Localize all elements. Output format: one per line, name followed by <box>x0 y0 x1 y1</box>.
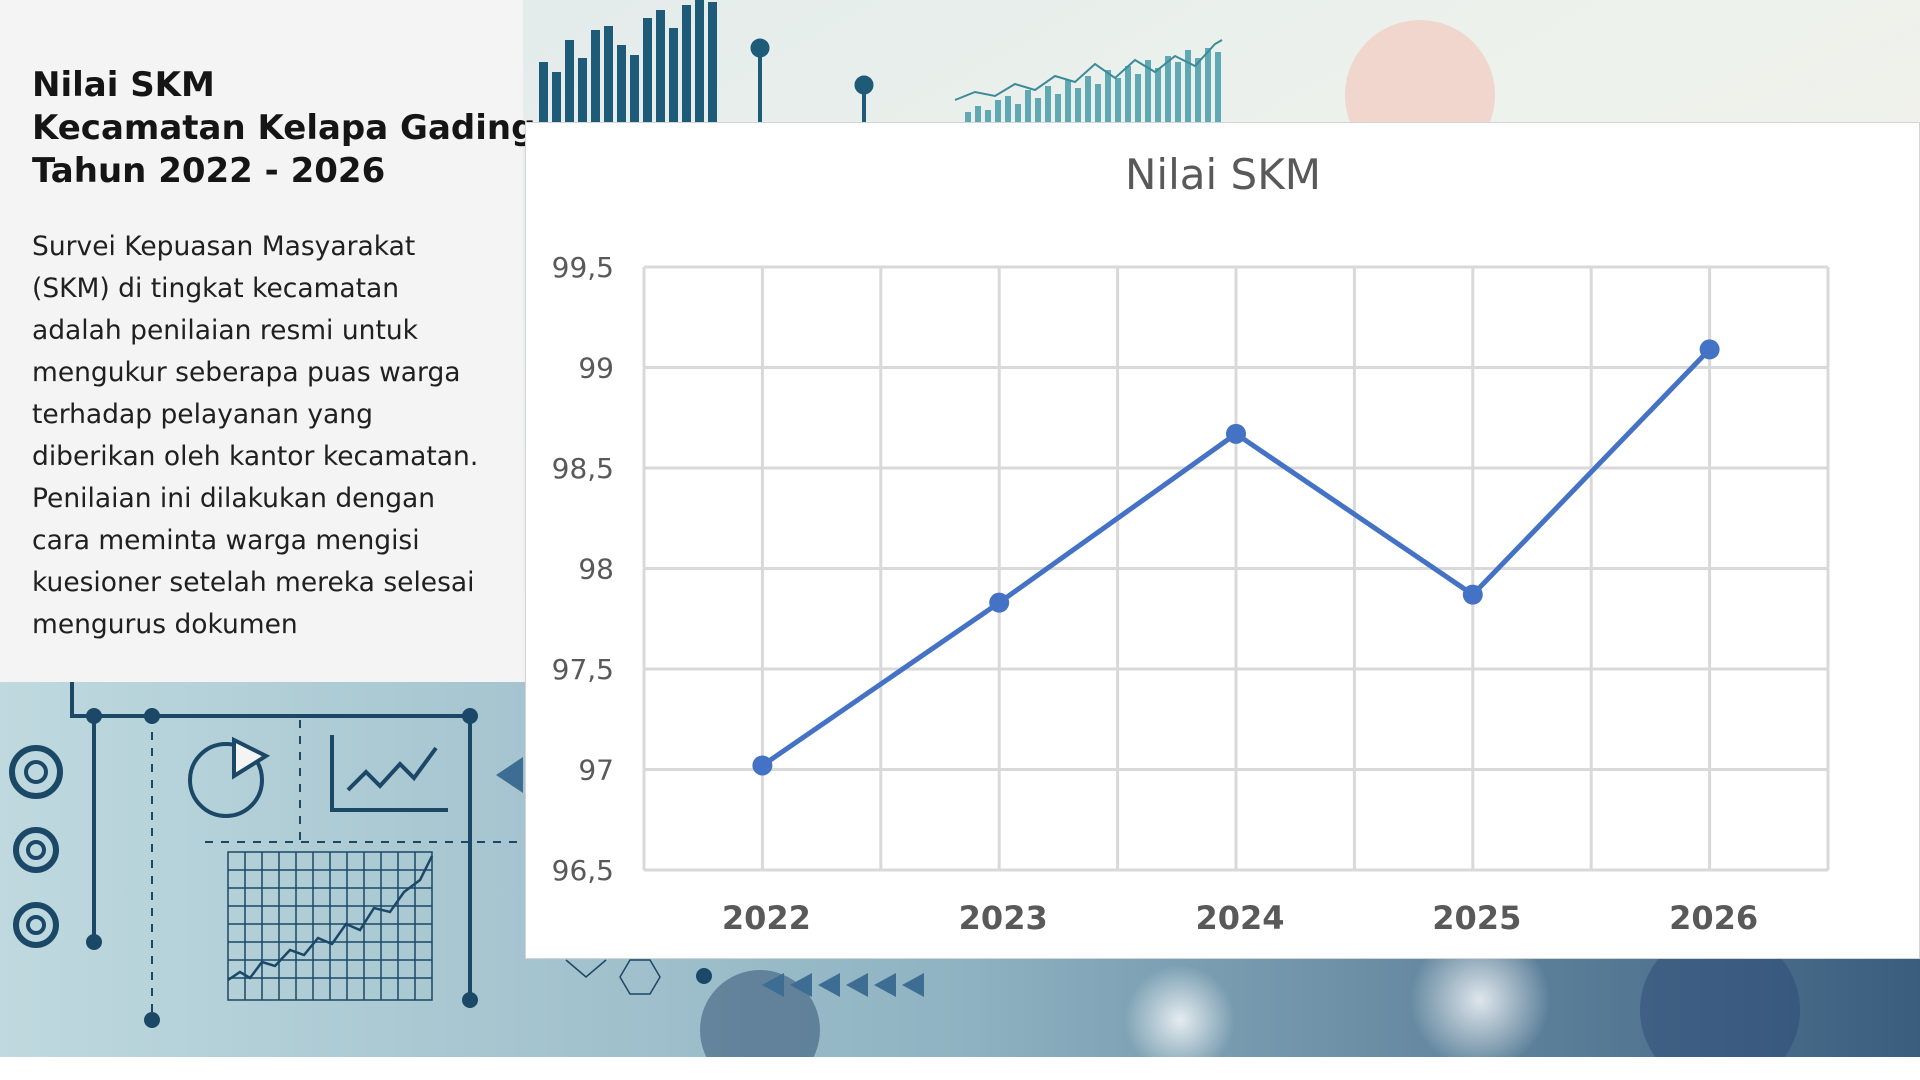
decorative-pins <box>750 38 874 122</box>
chart-gridlines <box>642 265 1830 872</box>
chart-card: Nilai SKM 96,5 97 97,5 98 98,5 99 99,5 2022 202… <box>525 122 1920 959</box>
data-point[interactable] <box>1462 584 1483 605</box>
title-line-2: Kecamatan Kelapa Gading <box>32 108 536 148</box>
decorative-hexagons <box>565 959 661 995</box>
x-tick-label: 2024 <box>1195 899 1284 937</box>
decorative-circuit-nodes <box>86 708 712 1028</box>
y-tick-label: 98 <box>578 553 614 586</box>
chart-title: Nilai SKM <box>1125 150 1321 199</box>
y-tick-label: 97 <box>578 754 614 787</box>
decorative-mini-chart <box>954 39 1223 122</box>
decorative-grid-chart <box>227 851 434 1001</box>
data-point[interactable] <box>989 592 1010 613</box>
y-tick-label: 99,5 <box>552 251 614 284</box>
y-tick-label: 99 <box>578 352 614 385</box>
chart-series <box>752 339 1720 776</box>
y-axis-tick-labels: 96,5 97 97,5 98 98,5 99 99,5 <box>552 251 614 887</box>
data-point[interactable] <box>752 755 773 776</box>
decorative-line-icon <box>330 735 448 812</box>
page-title: Nilai SKM Kecamatan Kelapa Gading Tahun … <box>32 64 535 193</box>
x-tick-label: 2023 <box>959 899 1048 937</box>
x-tick-label: 2022 <box>722 899 811 937</box>
x-tick-label: 2026 <box>1669 899 1758 937</box>
decorative-bar-cluster <box>539 0 717 122</box>
decorative-circuit <box>70 682 523 1020</box>
y-tick-label: 97,5 <box>552 653 614 686</box>
page-description: Survei Kepuasan Masyarakat (SKM) di ting… <box>32 231 479 640</box>
decorative-arrow-icons <box>496 757 924 997</box>
data-point[interactable] <box>1226 423 1246 444</box>
decorative-gear-icons <box>9 745 63 948</box>
title-line-1: Nilai SKM <box>32 65 215 105</box>
info-panel: Nilai SKM Kecamatan Kelapa Gading Tahun … <box>0 0 535 682</box>
x-axis-tick-labels: 2022 2023 2024 2025 2026 <box>722 899 1758 937</box>
bottom-strip <box>0 1057 1920 1080</box>
title-line-3: Tahun 2022 - 2026 <box>32 151 386 191</box>
y-tick-label: 96,5 <box>552 854 614 887</box>
data-point[interactable] <box>1699 339 1720 360</box>
y-tick-label: 98,5 <box>552 452 614 485</box>
x-tick-label: 2025 <box>1432 899 1521 937</box>
decorative-pie-icon <box>188 736 271 818</box>
